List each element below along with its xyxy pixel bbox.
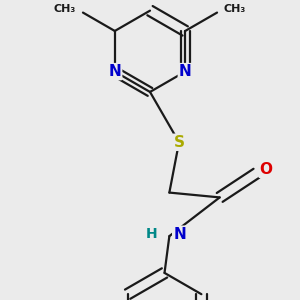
Text: N: N	[179, 64, 192, 79]
Text: O: O	[260, 162, 273, 177]
Text: N: N	[173, 227, 186, 242]
Text: N: N	[108, 64, 121, 79]
Text: CH₃: CH₃	[54, 4, 76, 14]
Text: S: S	[173, 135, 184, 150]
Text: H: H	[146, 227, 158, 241]
Text: CH₃: CH₃	[224, 4, 246, 14]
